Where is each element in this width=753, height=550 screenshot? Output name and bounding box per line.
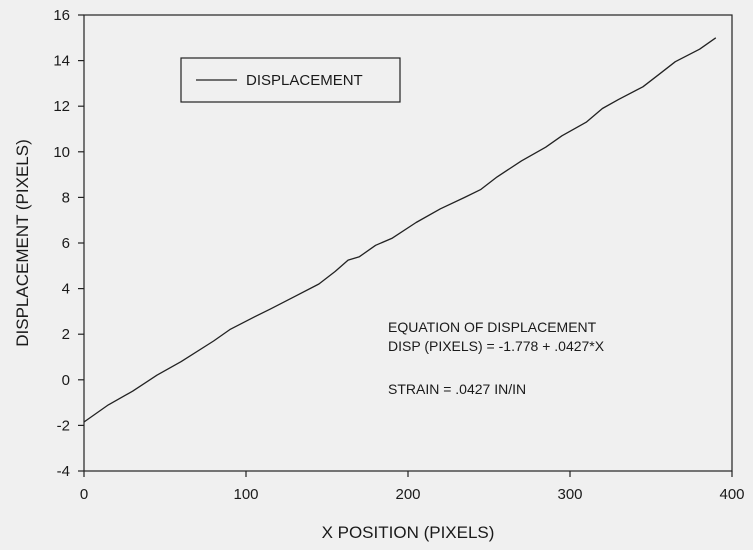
- y-tick-label: -4: [57, 463, 70, 480]
- y-tick-label: 8: [62, 189, 70, 206]
- series-layer: [83, 37, 717, 423]
- y-tick-label: 10: [53, 144, 70, 161]
- annotation-equation-title: EQUATION OF DISPLACEMENT: [388, 319, 597, 335]
- y-axis-label: DISPLACEMENT (PIXELS): [13, 139, 32, 347]
- x-tick-label: 400: [719, 486, 744, 503]
- x-tick-label: 0: [80, 486, 88, 503]
- series-line-displacement: [83, 37, 717, 423]
- legend-entry-displacement: DISPLACEMENT: [246, 72, 363, 89]
- y-tick-label: 0: [62, 372, 70, 389]
- annotation-equation: DISP (PIXELS) = -1.778 + .0427*X: [388, 338, 605, 354]
- x-tick-label: 200: [395, 486, 420, 503]
- x-axis-ticks: 0 100 200 300 400: [80, 471, 745, 503]
- legend: DISPLACEMENT: [180, 57, 401, 103]
- y-tick-label: 14: [53, 53, 70, 70]
- x-tick-label: 300: [557, 486, 582, 503]
- x-tick-label: 100: [233, 486, 258, 503]
- annotation-strain: STRAIN = .0427 IN/IN: [388, 381, 526, 397]
- y-axis-ticks: -4 -2 0 2 4 6 8 10 12 14 16: [53, 7, 84, 480]
- y-tick-label: -2: [57, 417, 70, 434]
- y-tick-label: 6: [62, 235, 70, 252]
- y-tick-label: 2: [62, 326, 70, 343]
- x-axis-label: X POSITION (PIXELS): [322, 523, 495, 542]
- y-tick-label: 12: [53, 98, 70, 115]
- y-tick-label: 4: [62, 281, 70, 298]
- y-tick-label: 16: [53, 7, 70, 24]
